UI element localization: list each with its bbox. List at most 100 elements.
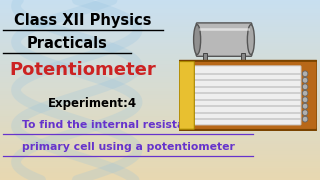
Text: To find the internal resistance of a: To find the internal resistance of a [22,120,234,130]
Bar [0,79,320,81]
Bar [203,53,207,66]
Text: Practicals: Practicals [27,36,108,51]
Bar [0,27,320,29]
Bar [0,171,320,173]
Bar [0,63,320,65]
Bar [0,155,320,158]
Bar [0,128,320,130]
Bar [0,88,320,90]
Bar [0,162,320,164]
Bar [0,133,320,135]
Ellipse shape [194,25,201,55]
Bar [0,70,320,72]
Bar [0,22,320,25]
Bar [0,130,320,133]
Bar [0,112,320,115]
Bar [0,146,320,148]
Bar [0,31,320,34]
Bar [0,0,320,2]
Bar [0,108,320,110]
Bar [0,103,320,106]
Bar [0,16,320,18]
Bar [0,173,320,176]
Circle shape [302,90,308,96]
Bar [0,122,320,124]
Bar [0,90,320,92]
FancyBboxPatch shape [179,61,317,130]
FancyBboxPatch shape [196,23,252,56]
Bar [0,176,320,178]
Bar [0,25,320,27]
Circle shape [302,103,308,109]
Bar [0,151,320,153]
Bar [0,20,320,22]
Bar [0,94,320,97]
Bar [0,86,320,88]
Bar [0,54,320,56]
Bar [0,14,320,16]
Bar [0,164,320,166]
Bar [0,50,320,52]
Bar [0,169,320,171]
Bar [0,56,320,58]
Circle shape [302,97,308,103]
Text: Class XII Physics: Class XII Physics [14,13,152,28]
Bar [0,135,320,137]
FancyBboxPatch shape [192,66,301,125]
Bar [0,40,320,43]
Bar [0,52,320,54]
Bar [241,53,245,66]
Bar [0,119,320,122]
Bar [0,74,320,76]
Bar [0,178,320,180]
Circle shape [302,84,308,90]
Text: Potentiometer: Potentiometer [10,61,156,79]
Bar [0,110,320,112]
Bar [0,115,320,117]
Circle shape [302,110,308,116]
Bar [0,7,320,9]
Bar [0,29,320,31]
Circle shape [302,116,308,122]
Bar [0,36,320,38]
Circle shape [302,77,308,83]
Bar [0,45,320,47]
Bar [0,97,320,99]
Bar [0,101,320,104]
Bar [0,126,320,128]
Bar [0,83,320,86]
Bar [0,9,320,11]
Circle shape [302,71,308,77]
Bar [0,166,320,169]
Bar [0,76,320,79]
Bar [0,43,320,45]
FancyBboxPatch shape [179,62,194,129]
Ellipse shape [247,25,254,55]
Bar [0,153,320,155]
Text: Experiment:4: Experiment:4 [48,97,137,110]
Bar [0,72,320,74]
Bar [0,124,320,126]
Bar [0,158,320,160]
Bar [0,117,320,119]
Bar [0,61,320,63]
Bar [0,137,320,140]
Bar [0,160,320,162]
Bar [0,65,320,68]
Bar [0,18,320,20]
Bar [0,38,320,40]
Bar [0,106,320,108]
Bar [0,148,320,151]
Bar [0,58,320,61]
Bar [0,142,320,144]
Bar [0,140,320,142]
Bar [0,11,320,14]
Bar [0,99,320,101]
Bar [0,34,320,36]
Bar [0,47,320,50]
Bar [0,144,320,146]
Bar [0,68,320,70]
Text: primary cell using a potentiometer: primary cell using a potentiometer [21,142,235,152]
Bar [0,92,320,94]
Bar [0,2,320,4]
